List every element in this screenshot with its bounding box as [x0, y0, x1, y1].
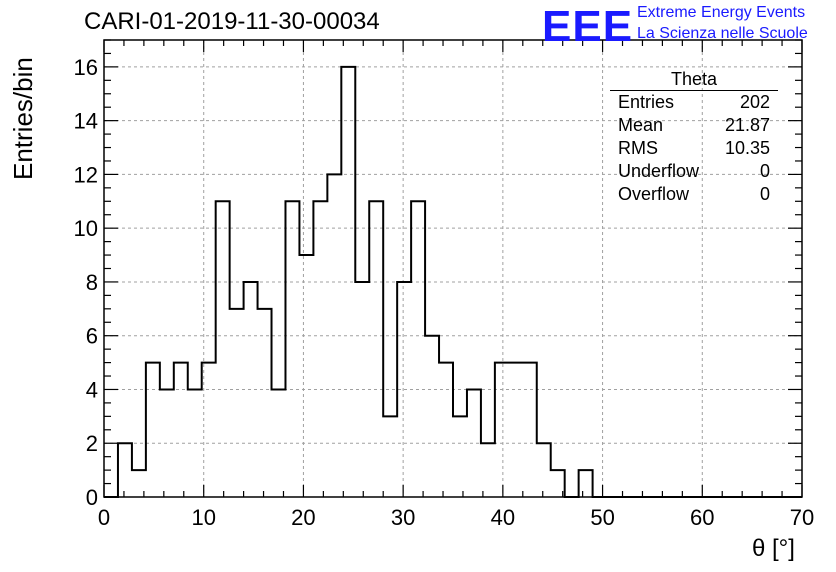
histogram-bin	[453, 416, 467, 497]
axis-ticks	[103, 39, 803, 498]
y-tick-label: 8	[86, 270, 98, 295]
x-tick-label: 50	[590, 505, 614, 530]
histogram-bin	[439, 363, 453, 497]
histogram-bin	[369, 201, 383, 497]
x-tick-label: 10	[191, 505, 215, 530]
histogram-bin	[383, 416, 397, 497]
x-tick-label: 0	[98, 505, 110, 530]
eee-logo: EEE	[542, 2, 634, 51]
histogram-bin	[230, 309, 244, 497]
histogram-bin	[313, 201, 327, 497]
y-tick-label: 0	[86, 485, 98, 510]
stats-value: 10.35	[724, 138, 770, 158]
x-tick-label: 40	[491, 505, 515, 530]
histogram-bin	[299, 255, 313, 497]
histogram-bin	[509, 363, 523, 497]
stats-value: 0	[759, 184, 770, 204]
stats-label: Mean	[618, 115, 664, 135]
stats-label: Underflow	[618, 161, 700, 181]
logo-caption-line1: Extreme Energy Events	[637, 4, 806, 21]
y-tick-label: 10	[74, 216, 98, 241]
histogram-bin	[258, 309, 272, 497]
histogram-bin	[118, 443, 132, 497]
stats-row-overflow: Overflow 0	[610, 183, 778, 206]
stats-row-rms: RMS 10.35	[610, 137, 778, 160]
y-tick-label: 4	[86, 377, 98, 402]
y-tick-label: 2	[86, 431, 98, 456]
x-tick-label: 60	[690, 505, 714, 530]
histogram-bin	[411, 201, 425, 497]
chart-title: CARI-01-2019-11-30-00034	[84, 8, 380, 35]
y-tick-label: 12	[74, 162, 98, 187]
stats-row-underflow: Underflow 0	[610, 160, 778, 183]
stats-label: RMS	[618, 138, 658, 158]
histogram-bin	[355, 282, 369, 497]
x-tick-label: 30	[391, 505, 415, 530]
histogram-bin	[216, 201, 230, 497]
histogram-bin	[285, 201, 299, 497]
histogram-bin	[244, 282, 258, 497]
histogram-bin	[272, 389, 286, 497]
x-tick-label: 70	[790, 505, 814, 530]
histogram-bin	[467, 389, 481, 497]
stats-box: Theta Entries 202 Mean 21.87 RMS 10.35 U…	[610, 68, 778, 206]
histogram-bin	[160, 389, 174, 497]
histogram-bin	[397, 282, 411, 497]
stats-value: 0	[759, 161, 770, 181]
stats-value: 202	[739, 92, 770, 112]
axis-tick-labels: 0 10 20 30 40 50 60 70 0 2 4 6 8 10 12 14 16	[74, 55, 815, 530]
histogram-bin	[579, 470, 593, 497]
histogram-bin	[327, 174, 341, 497]
histogram-bin	[495, 363, 509, 497]
stats-title: Theta	[610, 68, 778, 91]
stats-row-mean: Mean 21.87	[610, 114, 778, 137]
x-axis-label: θ [°]	[752, 535, 795, 562]
y-tick-label: 14	[74, 109, 98, 134]
histogram-bin	[174, 363, 188, 497]
logo-caption-line2: La Scienza nelle Scuole	[637, 25, 808, 42]
stats-label: Overflow	[618, 184, 690, 204]
stats-label: Entries	[618, 92, 675, 112]
histogram-bin	[425, 336, 439, 497]
stats-value: 21.87	[724, 115, 770, 135]
histogram-bin	[202, 363, 216, 497]
histogram-bin	[523, 363, 537, 497]
y-axis-label: Entries/bin	[8, 57, 38, 180]
histogram-bin	[146, 363, 160, 497]
histogram-bin	[481, 443, 495, 497]
histogram-bin	[341, 67, 355, 497]
histogram-bin	[188, 389, 202, 497]
y-tick-label: 16	[74, 55, 98, 80]
y-tick-label: 6	[86, 324, 98, 349]
stats-row-entries: Entries 202	[610, 91, 778, 114]
x-tick-label: 20	[291, 505, 315, 530]
histogram-bin	[537, 443, 551, 497]
